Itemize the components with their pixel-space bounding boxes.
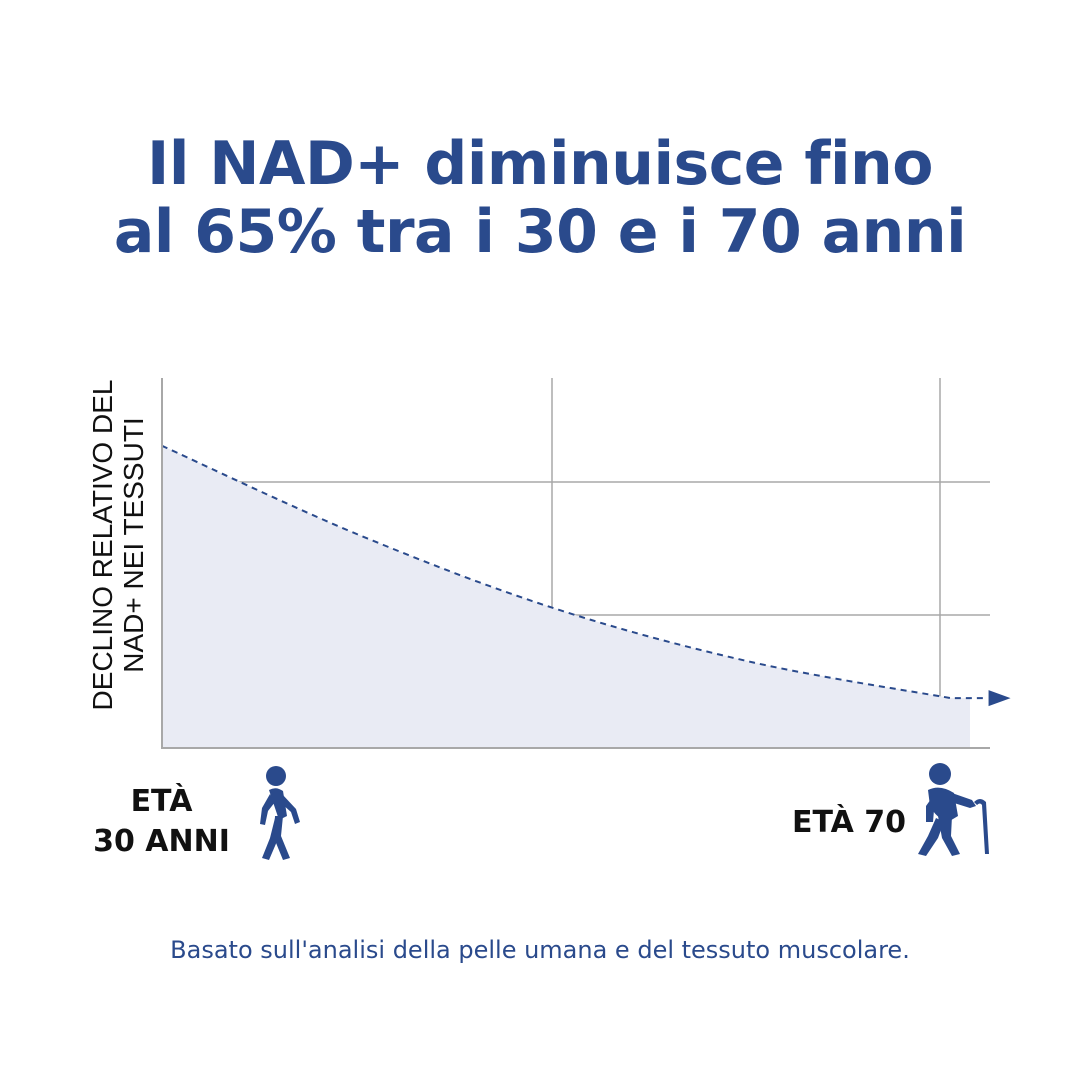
age-30-label-line-1: ETÀ [130, 784, 193, 819]
axes [161, 378, 990, 749]
source-footnote: Basato sull'analisi della pelle umana e … [170, 936, 910, 964]
elderly-person-with-cane-icon [918, 763, 989, 856]
decline-curve [161, 444, 985, 700]
title-line-1: Il NAD+ diminuisce fino [147, 129, 933, 199]
age-30-label-line-2: 30 ANNI [93, 824, 230, 859]
title-line-2: al 65% tra i 30 e i 70 anni [113, 197, 967, 267]
curve-arrow-head [988, 690, 1011, 707]
walking-person-icon [260, 766, 300, 860]
age-70-label: ETÀ 70 [791, 805, 906, 840]
area-fill [162, 445, 970, 748]
chart-title: Il NAD+ diminuisce fino al 65% tra i 30 … [0, 130, 1080, 266]
age-30-label: ETÀ 30 ANNI [84, 782, 239, 862]
